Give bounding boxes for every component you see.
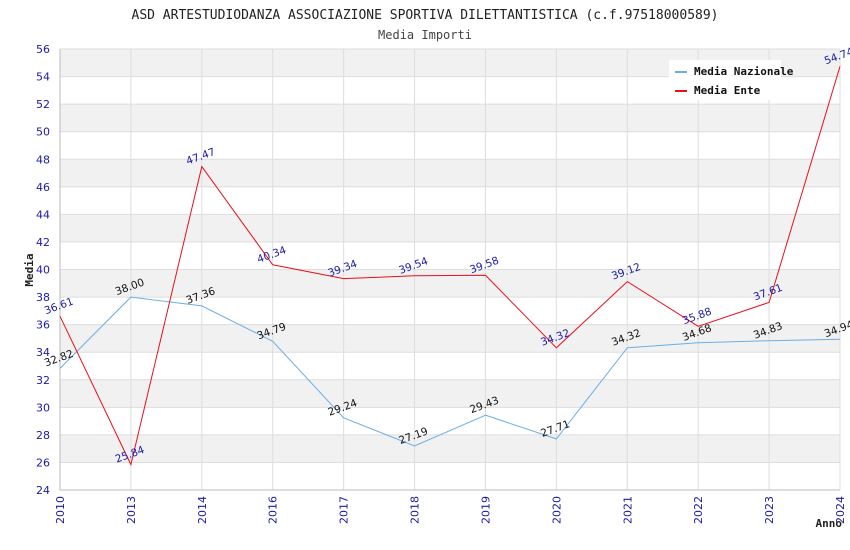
- grid-band: [60, 214, 840, 242]
- x-tick-label: 2024: [834, 496, 847, 524]
- y-tick-label: 50: [36, 126, 50, 139]
- x-axis-ticks: 2010 2013 2014 2016 2017 2018 2019 2020 2021 2022…: [54, 496, 847, 524]
- y-tick-label: 40: [36, 264, 50, 277]
- y-tick-label: 52: [36, 98, 50, 111]
- x-tick-label: 2016: [267, 496, 280, 524]
- y-tick-label: 48: [36, 153, 50, 166]
- grid-band: [60, 269, 840, 298]
- y-tick-label: 32: [36, 374, 50, 387]
- y-tick-label: 34: [36, 346, 50, 359]
- y-tick-label: 44: [36, 208, 50, 221]
- y-axis-ticks: 24 26 28 30 32 34 36 38 40 42 44 46 48 50 52 54 56: [36, 43, 50, 497]
- series-line-media-nazionale: [59, 296, 841, 447]
- grid-band: [60, 104, 840, 132]
- grid-band: [60, 379, 840, 408]
- chart-subtitle: Media Importi: [378, 28, 472, 42]
- y-tick-label: 26: [36, 456, 50, 469]
- x-tick-label: 2020: [550, 496, 563, 524]
- x-tick-label: 2014: [196, 496, 209, 524]
- chart-title: ASD ARTESTUDIODANZA ASSOCIAZIONE SPORTIV…: [132, 8, 719, 23]
- x-tick-label: 2019: [479, 496, 492, 524]
- grid-bands: [60, 49, 840, 463]
- x-axis-label: Anno: [816, 517, 843, 530]
- x-tick-label: 2018: [409, 496, 422, 524]
- series-line-media-ente: [59, 66, 841, 467]
- y-tick-label: 54: [36, 71, 50, 84]
- grid-band: [60, 159, 840, 187]
- legend: Media Nazionale Media Ente: [669, 60, 794, 100]
- x-tick-label: 2010: [54, 496, 67, 524]
- grid-band: [60, 434, 840, 463]
- series-lines: [59, 66, 841, 467]
- y-tick-label: 46: [36, 181, 50, 194]
- x-tick-label: 2017: [338, 496, 351, 524]
- y-tick-label: 24: [36, 484, 50, 497]
- grid-band: [60, 324, 840, 353]
- legend-label-media-ente: Media Ente: [694, 84, 761, 97]
- y-tick-label: 56: [36, 43, 50, 56]
- x-tick-label: 2021: [621, 496, 634, 524]
- legend-label-media-nazionale: Media Nazionale: [694, 65, 794, 78]
- grid-lines: [59, 48, 841, 491]
- y-tick-label: 38: [36, 291, 50, 304]
- x-tick-label: 2023: [763, 496, 776, 524]
- y-tick-label: 30: [36, 401, 50, 414]
- y-tick-label: 28: [36, 429, 50, 442]
- x-tick-label: 2013: [125, 496, 138, 524]
- y-tick-label: 42: [36, 236, 50, 249]
- y-tick-label: 36: [36, 319, 50, 332]
- x-tick-label: 2022: [692, 496, 705, 524]
- y-axis-label: Media: [23, 253, 36, 286]
- legend-box: [669, 60, 781, 100]
